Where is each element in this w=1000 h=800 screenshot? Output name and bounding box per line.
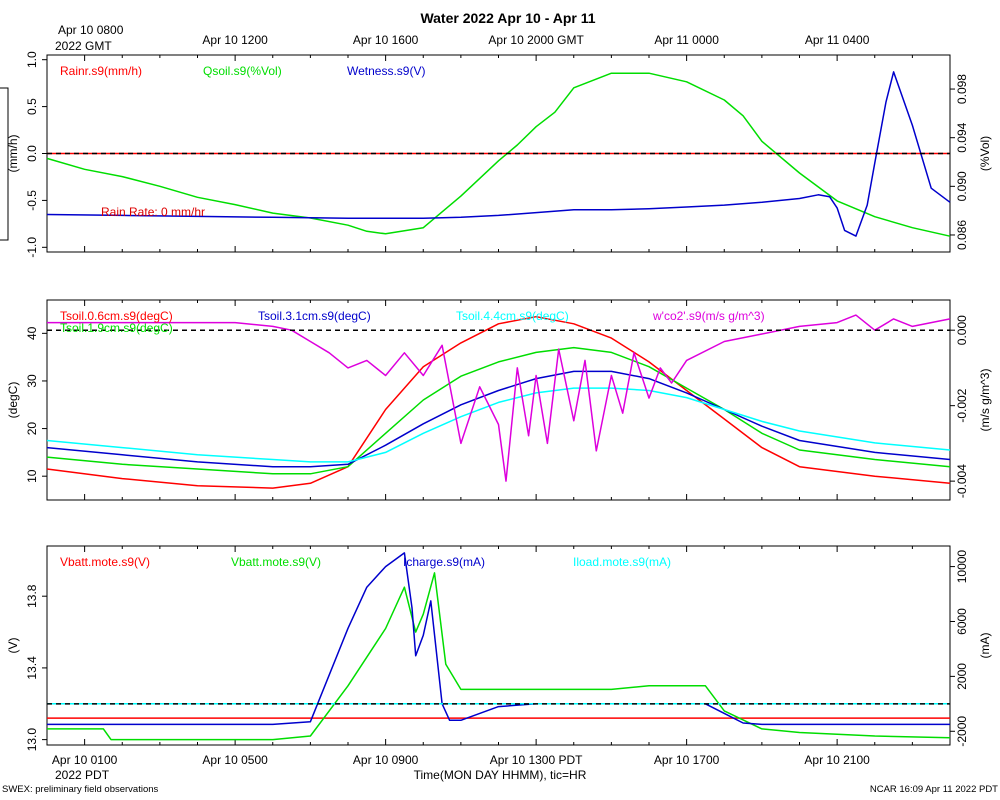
legend-label: Vbatt.mote.s9(V) (60, 555, 150, 569)
bottom-axis-label: Apr 10 2100 (804, 753, 870, 767)
bottom-axis-label: Apr 10 0500 (202, 753, 268, 767)
left-tick-label: 40 (25, 326, 39, 340)
top-time-axis: Apr 10 1200 Apr 10 1600 Apr 10 2000 GMT Apr… (202, 33, 869, 47)
right-tick-label: 0.086 (955, 220, 969, 250)
left-tick-label: 13.4 (25, 656, 39, 680)
top-axis-first-label-line2: 2022 GMT (55, 39, 112, 53)
left-tick-label: 20 (25, 422, 39, 436)
right-tick-label: 0.098 (955, 74, 969, 104)
legend-label: Vbatt.mote.s9(V) (231, 555, 321, 569)
top-axis-label: Apr 10 1600 (353, 33, 419, 47)
panel-rain-soil-wetness: 1.0 0.5 0.0 -0.5 -1.0 (mm/h) 0.098 0.094 0.090 0.… (6, 51, 992, 258)
left-axis-label: (V) (6, 638, 20, 654)
bottom-axis-label: Apr 10 0100 (52, 753, 118, 767)
legend-label: Rainr.s9(mm/h) (60, 64, 142, 78)
top-axis-first-label-line1: Apr 10 0800 (58, 23, 124, 37)
bottom-axis-label: Apr 10 1300 PDT (490, 753, 583, 767)
bottom-axis-year-label: 2022 PDT (55, 768, 110, 782)
right-tick-label: -2000 (955, 716, 969, 747)
right-axis-label: (%Vol) (978, 136, 992, 171)
x-axis-label: Time(MON DAY HHMM), tic=HR (414, 768, 587, 782)
legend-label: Tsoil.3.1cm.s9(degC) (258, 309, 371, 323)
series-line-2-4 (46, 387, 951, 463)
left-tick-label: -1.0 (25, 237, 39, 258)
right-tick-label: 0.090 (955, 171, 969, 201)
left-tick-label: 1.0 (25, 51, 39, 68)
top-axis-label: Apr 10 1200 (202, 33, 268, 47)
series-line-3-2 (47, 572, 951, 741)
rain-rate-annotation: Rain Rate: 0 mm/hr (101, 205, 205, 219)
bottom-axis-label: Apr 10 0900 (353, 753, 419, 767)
clipped-box-fragment (0, 87, 9, 241)
right-tick-label: 0.094 (955, 122, 969, 152)
left-tick-label: -0.5 (25, 190, 39, 211)
panel-soil-temperature-co2: 40 30 20 10 (degC) 0.000 -0.002 -0.004 (m/s g/m^… (6, 299, 992, 501)
series-line-2-5 (47, 314, 951, 482)
right-tick-label: 2000 (955, 663, 969, 690)
legend-label: Iload.mote.s9(mA) (573, 555, 671, 569)
left-tick-label: 13.8 (25, 584, 39, 608)
footer-right: NCAR 16:09 Apr 11 2022 PDT (870, 784, 998, 795)
left-tick-label: 0.5 (25, 98, 39, 115)
left-tick-label: 30 (25, 374, 39, 388)
left-tick-label: 0.0 (25, 145, 39, 162)
left-axis-label: (degC) (6, 382, 20, 419)
series-line-1-3 (46, 71, 951, 237)
panel-battery-current: 13.8 13.4 13.0 (V) 10000 6000 2000 -2000 (mA) Vba… (6, 545, 992, 752)
top-axis-label: Apr 10 2000 GMT (488, 33, 584, 47)
left-axis-label: (mm/h) (6, 135, 20, 173)
legend-label: Wetness.s9(V) (347, 64, 425, 78)
legend-label: w'co2'.s9(m/s g/m^3) (652, 309, 765, 323)
chart-title: Water 2022 Apr 10 - Apr 11 (420, 10, 595, 26)
bottom-axis-label: Apr 10 1700 (654, 753, 720, 767)
right-axis-label: (mA) (978, 633, 992, 659)
left-tick-label: 13.0 (25, 728, 39, 752)
right-tick-label: 10000 (955, 550, 969, 584)
left-tick-label: 10 (25, 469, 39, 483)
legend-label: Tsoil.1.9cm.s9(degC) (60, 321, 173, 335)
bottom-time-axis: Apr 10 0100 Apr 10 0500 Apr 10 0900 Apr 10 … (52, 753, 870, 767)
legend-label: Icharge.s9(mA) (403, 555, 485, 569)
legend-label: Tsoil.0.6cm.s9(degC) (60, 309, 173, 323)
series-line-2-3 (46, 370, 951, 468)
series-line-1-2 (46, 72, 951, 237)
right-axis-label: (m/s g/m^3) (978, 369, 992, 432)
top-axis-label: Apr 11 0000 (654, 33, 719, 47)
series-line-2-1 (46, 315, 951, 489)
right-tick-label: 6000 (955, 608, 969, 635)
top-axis-label: Apr 11 0400 (805, 33, 870, 47)
right-tick-label: 0.000 (955, 315, 969, 345)
legend-label: Tsoil.4.4cm.s9(degC) (456, 309, 569, 323)
series-line-3-3 (47, 552, 950, 726)
legend-label: Qsoil.s9(%Vol) (203, 64, 282, 78)
plot-frame (46, 545, 951, 746)
series-line-2-2 (46, 346, 951, 475)
right-tick-label: -0.004 (955, 464, 969, 498)
footer-left: SWEX: preliminary field observations (2, 784, 159, 795)
right-tick-label: -0.002 (955, 388, 969, 422)
